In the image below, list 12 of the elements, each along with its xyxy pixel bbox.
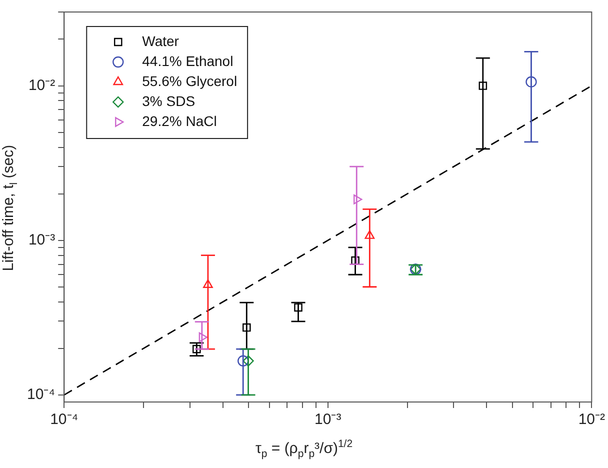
legend-label: Water <box>142 32 180 49</box>
x-tick-label: 10⁻² <box>578 411 606 428</box>
x-tick-label: 10⁻⁴ <box>50 411 78 428</box>
legend-label: 29.2% NaCl <box>142 112 217 129</box>
legend-label: 44.1% Ethanol <box>142 52 234 69</box>
y-tick-label: 10⁻³ <box>28 231 56 248</box>
x-axis-title: τ$_{p}$ = (ρ$_{p}$r$_{p}$³/σ)$^{1/2}$ <box>254 438 354 460</box>
legend-label: 3% SDS <box>142 92 196 109</box>
legend-label: 55.6% Glycerol <box>142 72 238 89</box>
y-tick-label: 10⁻² <box>28 76 56 94</box>
x-tick-label: 10⁻³ <box>314 411 342 428</box>
y-tick-label: 10⁻⁴ <box>26 386 56 404</box>
